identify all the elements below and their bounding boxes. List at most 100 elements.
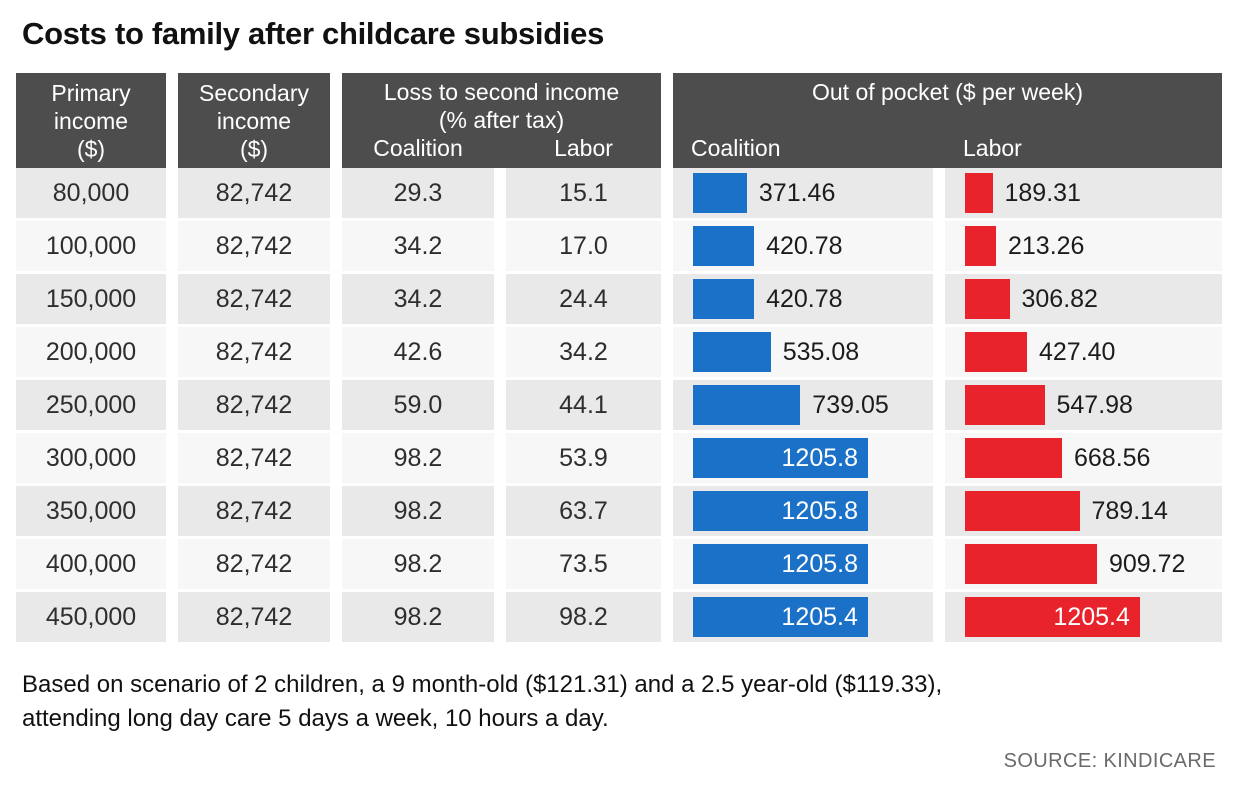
labor-bar: [965, 279, 1010, 319]
subsidy-table: Primary income ($) Secondary income ($) …: [16, 73, 1224, 642]
labor-bar: [965, 226, 996, 266]
coalition-bar: 1205.8: [693, 491, 868, 531]
footnote-line-1: Based on scenario of 2 children, a 9 mon…: [22, 671, 943, 698]
table-row: 80,000 82,742 29.3 15.1 371.46 189.31: [16, 168, 1224, 218]
secondary-income-cell: 82,742: [178, 539, 330, 589]
loss-labor-cell: 53.9: [506, 433, 661, 483]
header-out-of-pocket: Out of pocket ($ per week) Coalition Lab…: [673, 73, 1222, 168]
labor-bar: [965, 438, 1062, 478]
header-line: ($): [239, 135, 269, 162]
table-row: 150,000 82,742 34.2 24.4 420.78 306.82: [16, 274, 1224, 324]
primary-income-cell: 300,000: [16, 433, 166, 483]
loss-coalition-cell: 29.3: [342, 168, 494, 218]
header-line: income: [216, 107, 292, 134]
labor-bar: 1205.4: [965, 597, 1140, 637]
coalition-out-of-pocket-cell: 1205.8: [673, 486, 933, 536]
labor-bar-value: 213.26: [1008, 231, 1085, 260]
loss-labor-cell: 44.1: [506, 380, 661, 430]
loss-labor-cell: 17.0: [506, 221, 661, 271]
page-title: Costs to family after childcare subsidie…: [22, 16, 605, 51]
header-loss-subcolumns: Coalition Labor: [342, 134, 661, 168]
loss-labor-cell: 24.4: [506, 274, 661, 324]
header-pocket-title: Out of pocket ($ per week): [811, 79, 1083, 105]
source-label: SOURCE: KINDICARE: [1003, 750, 1216, 772]
labor-bar-value: 668.56: [1074, 443, 1151, 472]
coalition-out-of-pocket-cell: 1205.8: [673, 433, 933, 483]
header-loss-to-second-income: Loss to second income (% after tax) Coal…: [342, 73, 661, 168]
labor-out-of-pocket-cell: 668.56: [945, 433, 1222, 483]
labor-out-of-pocket-cell: 213.26: [945, 221, 1222, 271]
labor-bar: [965, 544, 1097, 584]
coalition-out-of-pocket-cell: 535.08: [673, 327, 933, 377]
coalition-out-of-pocket-cell: 1205.4: [673, 592, 933, 642]
loss-coalition-cell: 98.2: [342, 433, 494, 483]
coalition-out-of-pocket-cell: 739.05: [673, 380, 933, 430]
labor-bar-value: 1205.4: [1053, 602, 1130, 631]
primary-income-cell: 350,000: [16, 486, 166, 536]
table-header: Primary income ($) Secondary income ($) …: [16, 73, 1224, 168]
loss-coalition-cell: 34.2: [342, 221, 494, 271]
secondary-income-cell: 82,742: [178, 274, 330, 324]
header-secondary-income: Secondary income ($): [178, 73, 330, 168]
loss-coalition-cell: 98.2: [342, 486, 494, 536]
coalition-bar-value: 1205.8: [781, 549, 858, 578]
header-primary-income: Primary income ($): [16, 73, 166, 168]
primary-income-cell: 150,000: [16, 274, 166, 324]
coalition-bar: [693, 173, 747, 213]
primary-income-cell: 80,000: [16, 168, 166, 218]
labor-bar-value: 427.40: [1039, 337, 1116, 366]
coalition-bar-value: 420.78: [766, 231, 843, 260]
labor-bar-value: 306.82: [1021, 284, 1098, 313]
coalition-bar: [693, 385, 801, 425]
header-line: (% after tax): [438, 107, 565, 133]
header-line: ($): [76, 135, 106, 162]
labor-bar-value: 909.72: [1109, 549, 1186, 578]
secondary-income-cell: 82,742: [178, 380, 330, 430]
coalition-bar-value: 739.05: [812, 390, 889, 419]
coalition-out-of-pocket-cell: 420.78: [673, 221, 933, 271]
secondary-income-cell: 82,742: [178, 592, 330, 642]
labor-out-of-pocket-cell: 306.82: [945, 274, 1222, 324]
header-line: income: [53, 107, 129, 134]
table-row: 300,000 82,742 98.2 53.9 1205.8 668.56: [16, 433, 1224, 483]
header-loss-labor: Labor: [554, 135, 613, 161]
coalition-bar: 1205.8: [693, 544, 868, 584]
labor-bar: [965, 385, 1045, 425]
coalition-bar: 1205.8: [693, 438, 868, 478]
table-row: 200,000 82,742 42.6 34.2 535.08 427.40: [16, 327, 1224, 377]
coalition-bar: 1205.4: [693, 597, 868, 637]
table-row: 250,000 82,742 59.0 44.1 739.05 547.98: [16, 380, 1224, 430]
primary-income-cell: 200,000: [16, 327, 166, 377]
footnote-line-2: attending long day care 5 days a week, 1…: [22, 705, 609, 732]
table-row: 400,000 82,742 98.2 73.5 1205.8 909.72: [16, 539, 1224, 589]
loss-labor-cell: 98.2: [506, 592, 661, 642]
loss-coalition-cell: 59.0: [342, 380, 494, 430]
secondary-income-cell: 82,742: [178, 168, 330, 218]
loss-coalition-cell: 34.2: [342, 274, 494, 324]
labor-out-of-pocket-cell: 1205.4: [945, 592, 1222, 642]
coalition-out-of-pocket-cell: 420.78: [673, 274, 933, 324]
labor-out-of-pocket-cell: 547.98: [945, 380, 1222, 430]
table-row: 100,000 82,742 34.2 17.0 420.78 213.26: [16, 221, 1224, 271]
loss-labor-cell: 34.2: [506, 327, 661, 377]
header-pocket-coalition: Coalition: [691, 135, 781, 161]
coalition-bar-value: 1205.4: [781, 602, 858, 631]
coalition-bar-value: 535.08: [782, 337, 860, 366]
loss-coalition-cell: 98.2: [342, 539, 494, 589]
loss-coalition-cell: 42.6: [342, 327, 494, 377]
loss-labor-cell: 63.7: [506, 486, 661, 536]
labor-bar: [965, 491, 1080, 531]
table-row: 350,000 82,742 98.2 63.7 1205.8 789.14: [16, 486, 1224, 536]
labor-bar: [965, 173, 993, 213]
labor-out-of-pocket-cell: 189.31: [945, 168, 1222, 218]
labor-bar: [965, 332, 1027, 372]
header-line: Loss to second income: [383, 79, 620, 105]
coalition-bar-value: 371.46: [758, 178, 836, 207]
labor-bar-value: 189.31: [1004, 178, 1081, 207]
secondary-income-cell: 82,742: [178, 433, 330, 483]
header-pocket-labor: Labor: [963, 135, 1022, 161]
header-pocket-subcolumns: Coalition Labor: [673, 134, 1222, 168]
labor-bar-value: 547.98: [1056, 390, 1133, 419]
loss-coalition-cell: 98.2: [342, 592, 494, 642]
labor-out-of-pocket-cell: 909.72: [945, 539, 1222, 589]
